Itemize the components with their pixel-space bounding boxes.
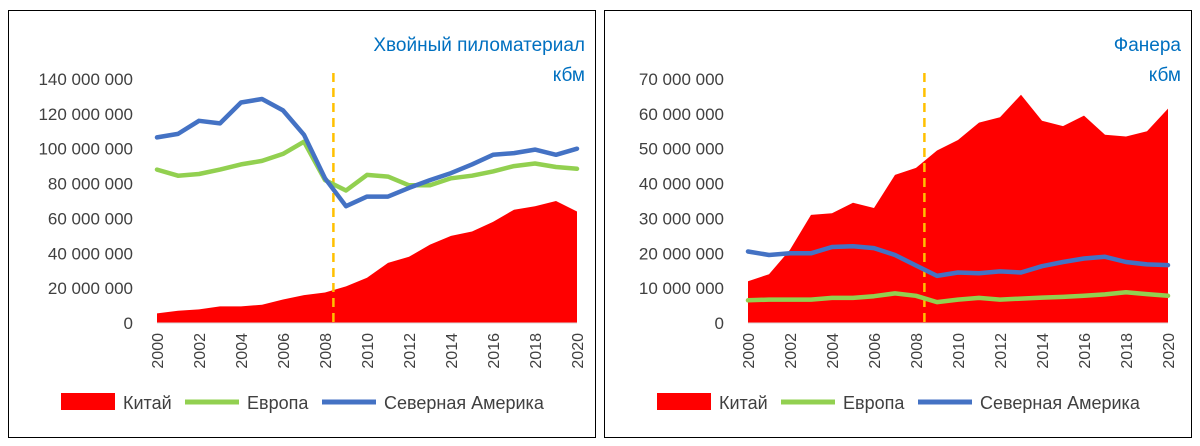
y-tick-label: 20 000 000 bbox=[639, 244, 724, 263]
x-tick-label: 2016 bbox=[486, 333, 503, 369]
legend-label-europe: Европа bbox=[843, 393, 905, 413]
series-line-north_america bbox=[154, 96, 580, 209]
y-tick-label: 120 000 000 bbox=[38, 105, 133, 124]
y-tick-label: 140 000 000 bbox=[38, 70, 133, 89]
y-tick-label: 10 000 000 bbox=[639, 279, 724, 298]
y-tick-label: 100 000 000 bbox=[38, 140, 133, 159]
chart-panel-plywood: Фанера кбм 0 10 000 000 20 000 000 30 000 000… bbox=[604, 10, 1192, 438]
x-tick-label: 2014 bbox=[1035, 333, 1052, 369]
x-tick-label: 2004 bbox=[234, 333, 251, 369]
legend-label-china: Китай bbox=[719, 393, 768, 413]
series-line-north_america bbox=[745, 244, 1171, 279]
y-tick-label: 0 bbox=[715, 314, 724, 333]
y-tick-label: 50 000 000 bbox=[639, 140, 724, 159]
series-area-china bbox=[157, 201, 577, 323]
chart-panel-lumber: Хвойный пиломатериал кбм 0 20 000 000 40 000… bbox=[8, 10, 596, 438]
x-tick-label: 2006 bbox=[867, 333, 884, 369]
y-tick-label: 40 000 000 bbox=[639, 175, 724, 194]
y-tick-label: 20 000 000 bbox=[48, 279, 133, 298]
x-tick-label: 2008 bbox=[318, 333, 335, 369]
x-tick-label: 2014 bbox=[444, 333, 461, 369]
chart-title: Хвойный пиломатериал bbox=[373, 35, 585, 56]
series-line-europe bbox=[745, 290, 1171, 305]
x-tick-label: 2004 bbox=[825, 333, 842, 369]
y-tick-label: 30 000 000 bbox=[639, 209, 724, 228]
x-tick-label: 2008 bbox=[909, 333, 926, 369]
x-tick-label: 2012 bbox=[402, 333, 419, 369]
x-tick-label: 2018 bbox=[528, 333, 545, 369]
y-tick-label: 40 000 000 bbox=[48, 244, 133, 263]
y-tick-label: 60 000 000 bbox=[48, 209, 133, 228]
x-tick-label: 2016 bbox=[1077, 333, 1094, 369]
legend-label-north_america: Северная Америка bbox=[384, 393, 545, 413]
x-tick-label: 2020 bbox=[1161, 333, 1178, 369]
x-tick-label: 2010 bbox=[951, 333, 968, 369]
plywood-chart: Фанера кбм 0 10 000 000 20 000 000 30 000 000… bbox=[639, 35, 1182, 413]
chart-subtitle: кбм bbox=[553, 65, 585, 86]
y-tick-label: 70 000 000 bbox=[639, 70, 724, 89]
x-tick-label: 2002 bbox=[192, 333, 209, 369]
chart-title: Фанера bbox=[1114, 35, 1182, 56]
x-tick-label: 2006 bbox=[276, 333, 293, 369]
legend-swatch-china bbox=[657, 393, 711, 410]
series-area-china bbox=[748, 94, 1168, 323]
x-tick-label: 2000 bbox=[741, 333, 758, 369]
x-tick-label: 2020 bbox=[570, 333, 587, 369]
x-tick-label: 2012 bbox=[993, 333, 1010, 369]
chart-subtitle: кбм bbox=[1149, 65, 1181, 86]
x-tick-label: 2010 bbox=[360, 333, 377, 369]
legend-label-europe: Европа bbox=[247, 393, 309, 413]
x-tick-label: 2018 bbox=[1119, 333, 1136, 369]
y-tick-label: 80 000 000 bbox=[48, 175, 133, 194]
y-tick-label: 60 000 000 bbox=[639, 105, 724, 124]
x-tick-label: 2002 bbox=[783, 333, 800, 369]
legend-label-china: Китай bbox=[123, 393, 172, 413]
x-tick-label: 2000 bbox=[150, 333, 167, 369]
y-tick-label: 0 bbox=[124, 314, 133, 333]
legend-swatch-china bbox=[61, 393, 115, 410]
lumber-chart: Хвойный пиломатериал кбм 0 20 000 000 40 000… bbox=[38, 35, 587, 413]
series-line-europe bbox=[154, 139, 580, 193]
legend-label-north_america: Северная Америка bbox=[980, 393, 1141, 413]
